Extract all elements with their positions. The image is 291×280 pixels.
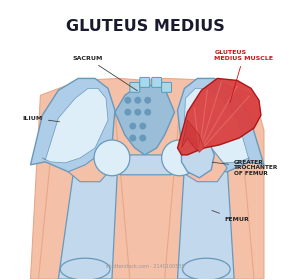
FancyBboxPatch shape: [162, 82, 172, 92]
Polygon shape: [115, 85, 175, 155]
Polygon shape: [184, 88, 249, 163]
Polygon shape: [38, 110, 130, 279]
Text: SACRUM: SACRUM: [73, 56, 137, 91]
Ellipse shape: [182, 258, 230, 280]
Circle shape: [124, 97, 131, 104]
Polygon shape: [182, 148, 227, 182]
Polygon shape: [178, 165, 234, 279]
FancyBboxPatch shape: [130, 82, 140, 92]
Circle shape: [129, 123, 136, 130]
Circle shape: [144, 109, 151, 116]
Polygon shape: [42, 88, 108, 163]
Circle shape: [139, 134, 146, 141]
Circle shape: [124, 109, 131, 116]
Polygon shape: [178, 78, 264, 172]
Polygon shape: [182, 140, 214, 178]
Text: GLUTEUS
MEDIUS MUSCLE: GLUTEUS MEDIUS MUSCLE: [214, 50, 273, 102]
Circle shape: [134, 97, 141, 104]
Polygon shape: [31, 78, 115, 172]
Polygon shape: [165, 110, 254, 279]
Circle shape: [144, 97, 151, 104]
Polygon shape: [182, 120, 204, 152]
Text: ILIUM: ILIUM: [22, 116, 60, 122]
Circle shape: [94, 140, 130, 176]
Polygon shape: [31, 78, 264, 279]
FancyBboxPatch shape: [140, 77, 150, 87]
Polygon shape: [118, 155, 175, 175]
Circle shape: [139, 123, 146, 130]
Circle shape: [162, 140, 197, 176]
Polygon shape: [58, 160, 118, 279]
Ellipse shape: [60, 258, 110, 280]
Polygon shape: [178, 78, 261, 155]
Circle shape: [134, 109, 141, 116]
Text: FEMUR: FEMUR: [212, 211, 249, 222]
FancyBboxPatch shape: [152, 77, 162, 87]
Circle shape: [129, 134, 136, 141]
Polygon shape: [68, 148, 112, 182]
Text: GREATER
TROCHANTER
OF FEMUR: GREATER TROCHANTER OF FEMUR: [212, 160, 278, 176]
Text: GLUTEUS MEDIUS: GLUTEUS MEDIUS: [66, 19, 225, 34]
Text: shutterstock.com · 2140100535: shutterstock.com · 2140100535: [107, 264, 185, 269]
